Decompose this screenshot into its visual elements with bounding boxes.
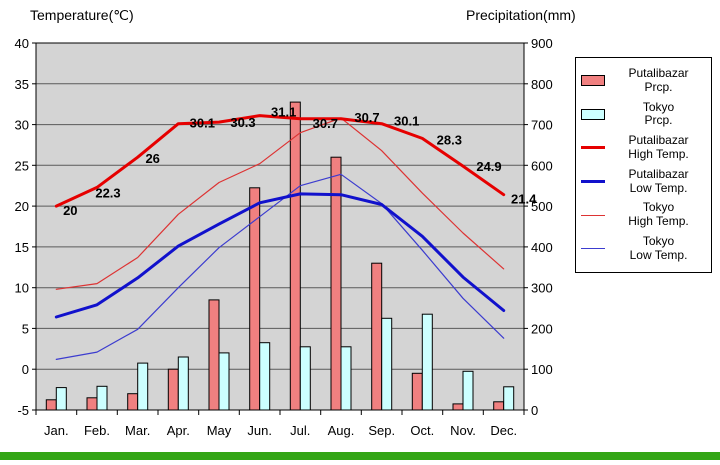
putalibazar-high-line-swatch — [581, 146, 605, 150]
svg-text:22.3: 22.3 — [95, 185, 120, 200]
svg-text:300: 300 — [531, 281, 553, 296]
legend-line1: Putalibazar — [628, 66, 689, 80]
legend-item-putalibazar-high: Putalibazar High Temp. — [581, 133, 706, 162]
svg-text:Feb.: Feb. — [84, 423, 110, 438]
svg-text:100: 100 — [531, 362, 553, 377]
svg-text:30: 30 — [15, 118, 29, 133]
svg-text:May: May — [207, 423, 232, 438]
legend-item-putalibazar-prcp: Putalibazar Prcp. — [581, 66, 706, 95]
legend-item-tokyo-prcp: Tokyo Prcp. — [581, 99, 706, 129]
axis-ticks — [32, 42, 528, 415]
temp-axis-tick-labels: 40 35 30 25 20 15 10 5 0 -5 — [15, 36, 29, 418]
tokyo-prcp-swatch — [581, 108, 605, 120]
line-putalibazar_low — [54, 192, 506, 319]
svg-text:Jan.: Jan. — [44, 423, 69, 438]
svg-text:30.7: 30.7 — [354, 110, 379, 125]
svg-text:Jun.: Jun. — [247, 423, 272, 438]
svg-text:10: 10 — [15, 281, 29, 296]
precip-axis-tick-labels: 900 800 700 600 500 400 300 200 100 0 — [531, 36, 553, 418]
legend-label: Putalibazar Prcp. — [611, 66, 706, 95]
month-labels: Jan. Feb. Mar. Apr. May Jun. Jul. Aug. Sep. Oct. N… — [44, 423, 517, 438]
line-putalibazar_high — [54, 114, 506, 208]
legend-label: Tokyo Low Temp. — [611, 233, 706, 263]
legend-line2: Low Temp. — [629, 247, 688, 262]
legend-line1: Tokyo — [642, 233, 675, 248]
svg-text:Dec.: Dec. — [490, 423, 517, 438]
svg-text:30.1: 30.1 — [394, 114, 419, 129]
svg-text:26: 26 — [145, 151, 159, 166]
svg-text:900: 900 — [531, 36, 553, 51]
svg-text:31.1: 31.1 — [271, 105, 296, 120]
svg-text:20: 20 — [63, 203, 77, 218]
legend-label: Putalibazar Low Temp. — [611, 166, 706, 196]
legend-label: Tokyo Prcp. — [611, 99, 706, 129]
bars-tokyo_prcp — [55, 313, 515, 411]
legend: Putalibazar Prcp. Tokyo Prcp. Putalibaza… — [575, 57, 712, 273]
svg-text:20: 20 — [15, 199, 29, 214]
svg-text:40: 40 — [15, 36, 29, 51]
line-tokyo_low — [55, 173, 505, 360]
legend-line1: Tokyo — [642, 99, 675, 114]
svg-text:5: 5 — [22, 321, 29, 336]
svg-text:-5: -5 — [17, 403, 29, 418]
svg-text:Aug.: Aug. — [328, 423, 355, 438]
legend-line2: High Temp. — [628, 146, 689, 161]
legend-line1: Putalibazar — [628, 133, 689, 148]
legend-item-tokyo-low: Tokyo Low Temp. — [581, 233, 706, 263]
svg-text:30.1: 30.1 — [190, 116, 215, 131]
svg-text:Apr.: Apr. — [167, 423, 190, 438]
putalibazar-low-line-swatch — [581, 180, 605, 184]
left-axis-title: Temperature(℃) — [30, 7, 134, 23]
legend-item-tokyo-high: Tokyo High Temp. — [581, 201, 706, 229]
legend-label: Tokyo High Temp. — [611, 201, 706, 229]
right-axis-title: Precipitation(mm) — [466, 7, 576, 23]
svg-text:Nov.: Nov. — [450, 423, 476, 438]
legend-line1: Tokyo — [642, 200, 675, 215]
high-temp-point-labels: 20 22.3 26 30.1 30.3 31.1 30.7 30.7 30.1 28.3 24.9… — [63, 105, 537, 219]
svg-text:0: 0 — [22, 362, 29, 377]
legend-line2: Prcp. — [644, 79, 673, 94]
svg-text:24.9: 24.9 — [476, 159, 501, 174]
legend-line1: Putalibazar — [628, 166, 689, 181]
svg-text:35: 35 — [15, 77, 29, 92]
svg-text:25: 25 — [15, 158, 29, 173]
svg-text:Sep.: Sep. — [368, 423, 395, 438]
svg-text:28.3: 28.3 — [437, 132, 462, 147]
svg-text:Jul.: Jul. — [290, 423, 310, 438]
legend-line2: Prcp. — [644, 113, 673, 128]
plot-background — [36, 43, 524, 410]
gridlines — [36, 42, 524, 411]
svg-text:600: 600 — [531, 158, 553, 173]
svg-text:0: 0 — [531, 403, 538, 418]
svg-text:500: 500 — [531, 199, 553, 214]
line-tokyo_high — [55, 117, 505, 290]
svg-text:30.3: 30.3 — [230, 115, 255, 130]
legend-item-putalibazar-low: Putalibazar Low Temp. — [581, 166, 706, 196]
svg-text:800: 800 — [531, 77, 553, 92]
legend-line2: Low Temp. — [629, 180, 688, 195]
svg-text:200: 200 — [531, 321, 553, 336]
svg-text:Oct.: Oct. — [410, 423, 434, 438]
footer-green-strip — [0, 452, 720, 460]
legend-line2: High Temp. — [628, 214, 689, 229]
svg-text:15: 15 — [15, 240, 29, 255]
legend-label: Putalibazar High Temp. — [611, 133, 706, 162]
tokyo-high-line-swatch — [581, 214, 605, 216]
tokyo-low-line-swatch — [581, 248, 605, 250]
svg-text:400: 400 — [531, 240, 553, 255]
putalibazar-prcp-swatch — [581, 75, 605, 87]
svg-text:Mar.: Mar. — [125, 423, 150, 438]
svg-text:30.7: 30.7 — [313, 116, 338, 131]
svg-text:700: 700 — [531, 118, 553, 133]
